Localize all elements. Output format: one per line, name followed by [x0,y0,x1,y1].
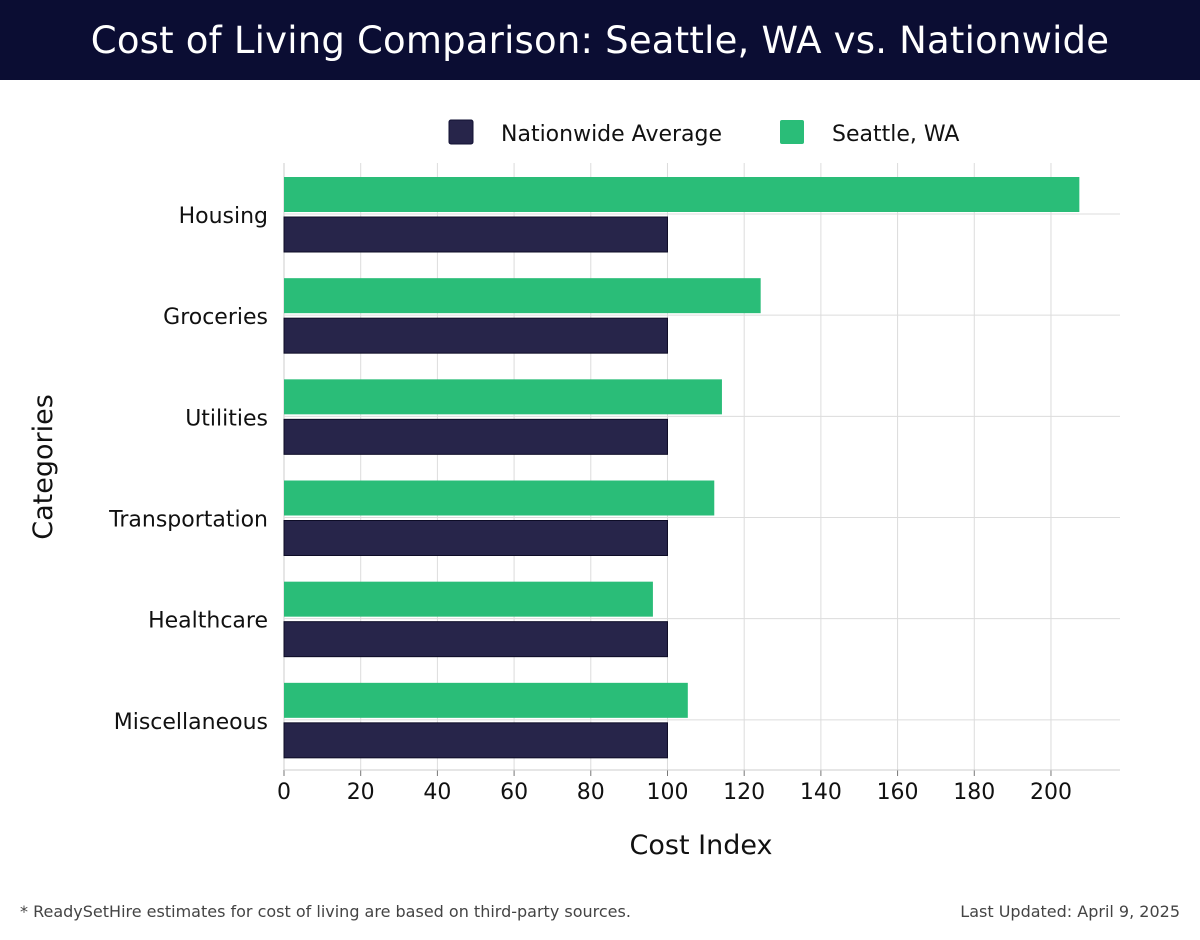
y-axis-title: Categories [28,394,59,540]
bar-nationwide-healthcare [283,621,668,658]
y-tick-labels: Housing Groceries Utilities Transportation H… [108,204,268,735]
page-title: Cost of Living Comparison: Seattle, WA v… [90,18,1110,62]
bar-nationwide-utilities [283,418,668,455]
x-tick-label: 80 [577,780,605,805]
x-tick-label: 160 [877,780,919,805]
x-tick-labels: 0 20 40 60 80 100 120 140 160 180 200 [277,780,1072,805]
bar-nationwide-miscellaneous [283,722,668,759]
bar-seattle-healthcare [284,581,653,617]
category-label: Transportation [108,508,268,533]
legend-label-nationwide: Nationwide Average [501,122,722,147]
x-tick-label: 180 [953,780,995,805]
bar-seattle-housing [284,177,1080,212]
category-label: Utilities [185,406,268,431]
bars [283,177,1080,759]
legend-swatch-nationwide [448,119,474,145]
x-tick-label: 140 [800,780,842,805]
bar-seattle-miscellaneous [284,682,688,718]
title-bar: Cost of Living Comparison: Seattle, WA v… [0,0,1200,80]
category-label: Housing [179,204,268,229]
gridlines [283,163,1120,776]
category-label: Groceries [163,305,268,330]
legend: Nationwide Average Seattle, WA [448,119,959,147]
x-tick-label: 120 [723,780,765,805]
x-tick-label: 100 [646,780,688,805]
footer-note: * ReadySetHire estimates for cost of liv… [20,902,631,921]
bar-seattle-transportation [284,480,715,516]
legend-label-seattle: Seattle, WA [832,122,959,147]
legend-swatch-seattle [780,120,804,144]
bar-nationwide-groceries [283,317,668,354]
x-tick-label: 40 [423,780,451,805]
last-updated: Last Updated: April 9, 2025 [960,902,1180,921]
x-tick-label: 0 [277,780,291,805]
category-label: Miscellaneous [114,710,268,735]
x-tick-label: 60 [500,780,528,805]
bar-seattle-groceries [284,278,761,314]
bar-nationwide-transportation [283,520,668,556]
x-tick-label: 200 [1030,780,1072,805]
category-label: Healthcare [148,609,268,634]
bar-seattle-utilities [284,379,722,415]
x-tick-label: 20 [347,780,375,805]
bar-nationwide-housing [283,216,668,253]
cost-of-living-chart: Nationwide Average Seattle, WA Housing Gr… [28,119,1120,861]
x-axis-title: Cost Index [630,830,773,861]
